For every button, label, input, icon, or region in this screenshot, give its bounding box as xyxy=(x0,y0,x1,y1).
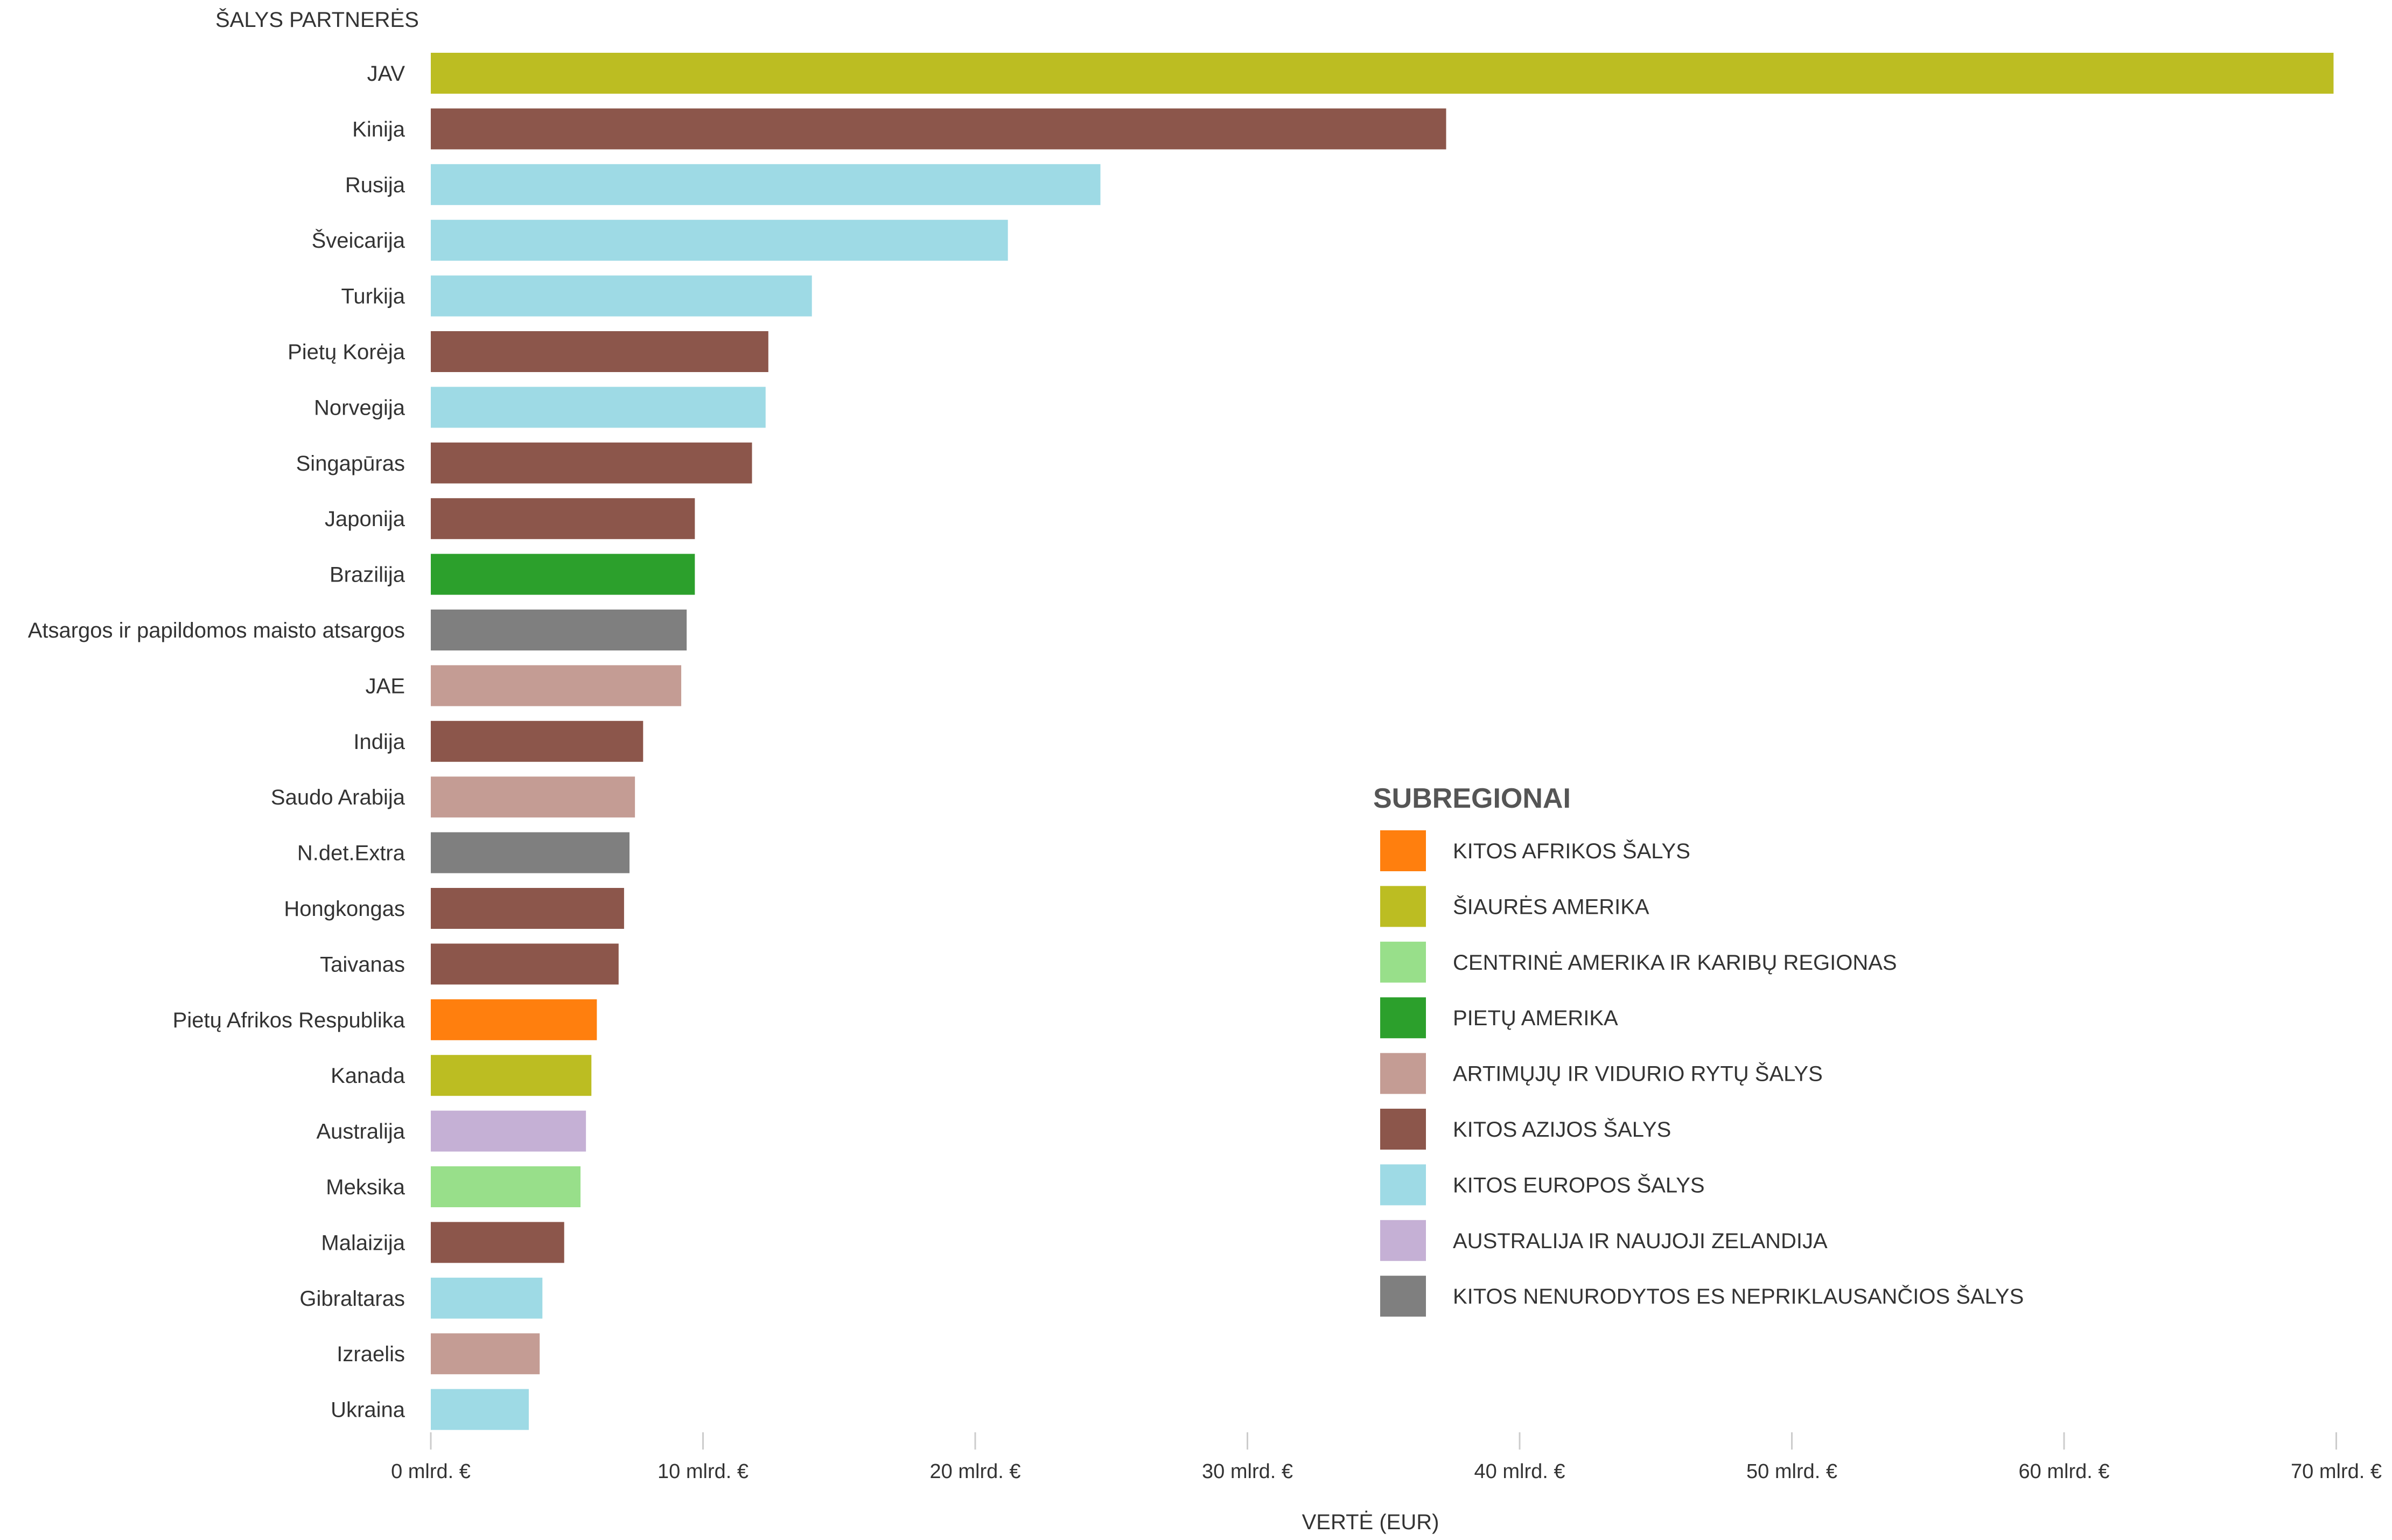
legend-label: CENTRINĖ AMERIKA IR KARIBŲ REGIONAS xyxy=(1453,950,1897,975)
bar[interactable] xyxy=(431,1055,592,1096)
category-label: Hongkongas xyxy=(284,897,405,921)
category-label: Atsargos ir papildomos maisto atsargos xyxy=(28,619,405,642)
bar[interactable] xyxy=(431,1277,543,1319)
bar[interactable] xyxy=(431,164,1101,205)
bar[interactable] xyxy=(431,442,752,484)
category-label: Kinija xyxy=(352,117,405,141)
x-tick-label: 50 mlrd. € xyxy=(1746,1460,1837,1483)
y-axis-title: ŠALYS PARTNERĖS xyxy=(215,8,419,32)
category-label: Izraelis xyxy=(337,1342,405,1366)
bar[interactable] xyxy=(431,108,1446,150)
bar[interactable] xyxy=(431,943,619,985)
category-label: Australija xyxy=(316,1120,405,1144)
legend-swatch[interactable] xyxy=(1380,1053,1426,1094)
x-tick-label: 70 mlrd. € xyxy=(2291,1460,2382,1483)
bar[interactable] xyxy=(431,1110,586,1152)
category-label: Saudo Arabija xyxy=(271,786,405,809)
bar[interactable] xyxy=(431,776,635,818)
category-label: Brazilija xyxy=(330,563,405,587)
bar[interactable] xyxy=(431,1389,529,1430)
category-label: Gibraltaras xyxy=(299,1287,405,1311)
category-label: JAE xyxy=(366,674,405,698)
bar[interactable] xyxy=(431,1222,564,1263)
legend-swatch[interactable] xyxy=(1380,886,1426,927)
legend-swatch[interactable] xyxy=(1380,1164,1426,1206)
x-tick-label: 40 mlrd. € xyxy=(1474,1460,1565,1483)
legend-swatch[interactable] xyxy=(1380,1109,1426,1150)
x-axis-title: VERTĖ (EUR) xyxy=(1302,1510,1439,1534)
bar[interactable] xyxy=(431,53,2334,94)
bar[interactable] xyxy=(431,554,695,595)
legend-swatch[interactable] xyxy=(1380,997,1426,1039)
bar[interactable] xyxy=(431,331,768,372)
category-label: Taivanas xyxy=(320,953,405,976)
category-label: N.det.Extra xyxy=(297,842,405,865)
category-label: JAV xyxy=(367,62,405,86)
legend: SUBREGIONAI KITOS AFRIKOS ŠALYS ŠIAURĖS AM… xyxy=(1373,783,2024,1317)
bar[interactable] xyxy=(431,720,644,762)
legend-label: PIETŲ AMERIKA xyxy=(1453,1006,1618,1030)
category-label: Singapūras xyxy=(296,452,405,475)
category-label: Turkija xyxy=(341,285,405,309)
legend-label: KITOS AZIJOS ŠALYS xyxy=(1453,1117,1671,1142)
legend-swatch[interactable] xyxy=(1380,941,1426,983)
category-label: Pietų Afrikos Respublika xyxy=(173,1009,405,1032)
legend-swatch[interactable] xyxy=(1380,1220,1426,1261)
bar[interactable] xyxy=(431,999,597,1040)
legend-label: KITOS AFRIKOS ŠALYS xyxy=(1453,839,1690,863)
category-labels: JAV Kinija Rusija Šveicarija Turkija Pietų Ko… xyxy=(28,62,405,1422)
legend-label: KITOS NENURODYTOS ES NEPRIKLAUSANČIOS ŠA… xyxy=(1453,1284,2024,1308)
x-tick-label: 60 mlrd. € xyxy=(2019,1460,2110,1483)
bar[interactable] xyxy=(431,888,624,929)
bar[interactable] xyxy=(431,610,687,650)
bar[interactable] xyxy=(431,1166,581,1207)
category-label: Malaizija xyxy=(321,1231,405,1255)
bar[interactable] xyxy=(431,498,695,540)
bar[interactable] xyxy=(431,832,630,873)
bar[interactable] xyxy=(431,665,682,706)
x-tick-label: 10 mlrd. € xyxy=(658,1460,749,1483)
legend-label: AUSTRALIJA IR NAUJOJI ZELANDIJA xyxy=(1453,1229,1828,1253)
category-label: Indija xyxy=(353,730,405,754)
bar[interactable] xyxy=(431,1333,540,1375)
category-label: Meksika xyxy=(326,1175,405,1199)
x-tick-label: 30 mlrd. € xyxy=(1202,1460,1293,1483)
category-label: Rusija xyxy=(345,173,405,197)
bar[interactable] xyxy=(431,387,766,428)
legend-title: SUBREGIONAI xyxy=(1373,783,1571,814)
category-label: Pietų Korėja xyxy=(288,340,405,364)
x-tick-label: 0 mlrd. € xyxy=(391,1460,471,1483)
legend-swatch[interactable] xyxy=(1380,1276,1426,1317)
category-label: Ukraina xyxy=(331,1398,405,1422)
category-label: Kanada xyxy=(331,1064,405,1088)
bars-group xyxy=(431,53,2334,1430)
legend-swatch[interactable] xyxy=(1380,830,1426,871)
category-label: Japonija xyxy=(325,507,405,531)
category-label: Šveicarija xyxy=(312,228,405,253)
x-tick-label: 20 mlrd. € xyxy=(930,1460,1021,1483)
bar[interactable] xyxy=(431,220,1008,261)
bar[interactable] xyxy=(431,275,812,317)
legend-label: KITOS EUROPOS ŠALYS xyxy=(1453,1173,1705,1197)
legend-label: ARTIMŲJŲ IR VIDURIO RYTŲ ŠALYS xyxy=(1453,1062,1823,1086)
category-label: Norvegija xyxy=(314,396,405,419)
x-axis: 0 mlrd. € 10 mlrd. € 20 mlrd. € 30 mlrd. € 4… xyxy=(391,1432,2382,1483)
legend-label: ŠIAURĖS AMERIKA xyxy=(1453,894,1649,919)
